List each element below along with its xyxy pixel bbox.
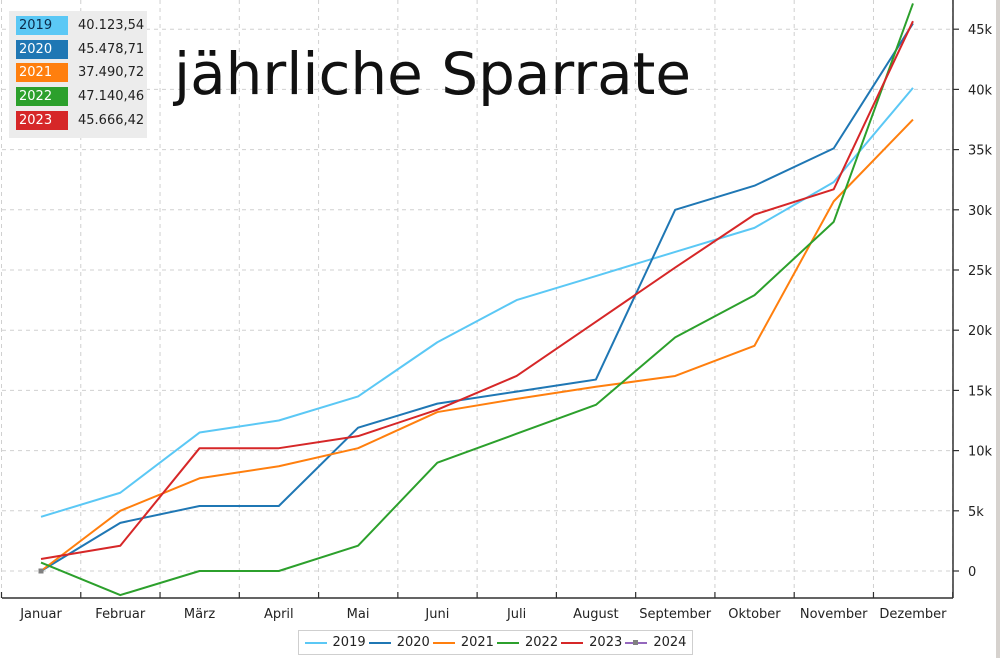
line-marker-swatch-icon bbox=[625, 639, 648, 645]
legend-item-2019[interactable]: 2019 bbox=[304, 635, 366, 650]
chart-title: jährliche Sparrate bbox=[174, 40, 692, 108]
series-line-2022 bbox=[40, 3, 914, 597]
y-tick-label: 10k bbox=[968, 445, 993, 460]
year-total: 40.123,54 bbox=[78, 18, 145, 33]
series-line-2019 bbox=[40, 87, 914, 518]
year-chip: 2021 bbox=[16, 63, 68, 82]
series-line-2023 bbox=[40, 20, 914, 560]
legend-item-2024[interactable]: 2024 bbox=[625, 635, 686, 650]
series-line-2021 bbox=[40, 118, 914, 572]
legend-label: 2020 bbox=[396, 635, 430, 650]
year-chip: 2023 bbox=[16, 111, 68, 130]
y-tick-label: 30k bbox=[968, 204, 993, 219]
y-tick-label: 45k bbox=[968, 23, 993, 38]
legend-item-2023[interactable]: 2023 bbox=[561, 635, 622, 650]
legend-label: 2022 bbox=[525, 635, 559, 650]
y-tick-label: 40k bbox=[968, 83, 993, 98]
x-tick-label: September bbox=[639, 607, 712, 622]
x-tick-label: August bbox=[573, 607, 619, 622]
series-line-2020 bbox=[40, 22, 914, 572]
y-tick-label: 35k bbox=[968, 144, 993, 159]
square-marker-icon bbox=[633, 639, 639, 645]
line-swatch-icon bbox=[497, 641, 519, 644]
legend-label: 2024 bbox=[653, 635, 687, 650]
x-tick-label: Januar bbox=[19, 607, 62, 622]
grid-lines bbox=[1, 0, 954, 598]
legend-label: 2019 bbox=[332, 635, 366, 650]
y-tick-label: 0 bbox=[968, 565, 976, 580]
x-tick-label: Juni bbox=[424, 607, 449, 622]
line-swatch-icon bbox=[368, 641, 391, 644]
x-tick-label: Mai bbox=[347, 607, 370, 622]
year-total: 45.666,42 bbox=[78, 113, 145, 128]
legend-label: 2021 bbox=[460, 635, 494, 650]
line-swatch-icon bbox=[432, 641, 455, 644]
legend-item-2022[interactable]: 2022 bbox=[497, 635, 558, 650]
totals-row-2020: 2020 45.478,71 bbox=[16, 40, 144, 59]
year-chip: 2022 bbox=[16, 87, 68, 106]
x-tick-label: November bbox=[800, 607, 868, 622]
line-swatch-icon bbox=[561, 641, 584, 644]
totals-row-2022: 2022 47.140,46 bbox=[16, 87, 144, 106]
axes: 0 5k 10k 15k 20k 25k 30k 35k 40k 45k Januar Februar… bbox=[0, 0, 993, 622]
totals-row-2019: 2019 40.123,54 bbox=[16, 16, 144, 35]
chart-legend: 2019 2020 2021 2022 2023 2024 bbox=[298, 630, 693, 655]
series-marker-2024 bbox=[38, 568, 44, 574]
yearly-totals-panel: 2019 40.123,54 2020 45.478,71 2021 37.49… bbox=[9, 11, 147, 138]
year-total: 47.140,46 bbox=[78, 89, 145, 104]
series-lines bbox=[38, 3, 914, 597]
totals-row-2021: 2021 37.490,72 bbox=[16, 63, 144, 82]
y-tick-label: 25k bbox=[968, 264, 993, 279]
legend-item-2020[interactable]: 2020 bbox=[368, 635, 430, 650]
line-swatch-icon bbox=[304, 641, 327, 644]
y-tick-label: 20k bbox=[968, 324, 993, 339]
x-tick-label: Februar bbox=[95, 607, 146, 622]
legend-label: 2023 bbox=[589, 635, 623, 650]
x-tick-label: März bbox=[184, 607, 216, 622]
window-edge bbox=[996, 0, 1000, 658]
year-chip: 2019 bbox=[16, 16, 68, 35]
x-tick-label: Oktober bbox=[728, 607, 781, 622]
year-total: 45.478,71 bbox=[78, 42, 145, 57]
y-tick-label: 5k bbox=[968, 505, 984, 520]
totals-row-2023: 2023 45.666,42 bbox=[16, 111, 144, 130]
year-chip: 2020 bbox=[16, 40, 68, 59]
x-tick-label: Juli bbox=[506, 607, 526, 622]
year-total: 37.490,72 bbox=[78, 65, 145, 80]
x-tick-label: April bbox=[264, 607, 294, 622]
legend-item-2021[interactable]: 2021 bbox=[432, 635, 494, 650]
x-tick-label: Dezember bbox=[879, 607, 947, 622]
y-tick-label: 15k bbox=[968, 384, 993, 399]
